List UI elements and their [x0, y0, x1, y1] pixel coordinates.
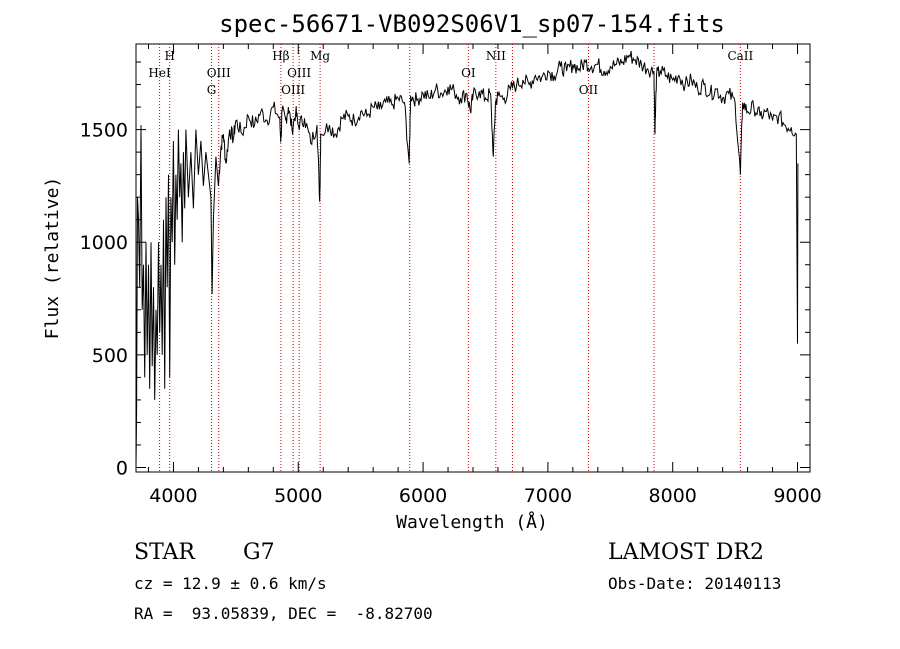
x-tick-label: 9000	[773, 485, 821, 507]
x-tick-label: 5000	[274, 485, 322, 507]
spectral-line-label: H	[164, 49, 174, 63]
coordinates: RA = 93.05839, DEC = -8.82700	[134, 604, 433, 623]
spectral-line-label: Mg	[310, 49, 330, 63]
spectral-line-label: OIII	[207, 66, 231, 80]
spectral-line-label: CaII	[727, 49, 753, 63]
y-tick-label: 1500	[80, 120, 128, 142]
chart-title: spec-56671-VB092S06V1_sp07-154.fits	[219, 10, 725, 38]
plot-frame	[135, 43, 811, 473]
y-tick-label: 1000	[80, 232, 128, 254]
spectral-line-label: HeI	[148, 66, 171, 80]
x-tick-label: 7000	[524, 485, 572, 507]
subclass: G7	[243, 540, 275, 565]
spectral-line-label: NII	[486, 49, 506, 63]
y-tick-label: 500	[92, 345, 128, 367]
x-tick-label: 4000	[149, 485, 197, 507]
survey-name: LAMOST DR2	[608, 540, 764, 565]
spectral-line-label: G	[207, 83, 217, 97]
axis-ticks: 4000 5000 6000 7000 8000 9000 0 500 1000 1500	[80, 44, 822, 507]
obs-date: Obs-Date: 20140113	[608, 574, 782, 593]
spectral-line-label: Hβ	[272, 49, 289, 63]
emission-lines: HeI H G OIII Hβ OIII OIII Mg OI NII OII CaII	[148, 44, 754, 472]
x-tick-label: 6000	[399, 485, 447, 507]
spectral-line-label: OIII	[287, 66, 311, 80]
y-tick-label: 0	[116, 457, 128, 479]
object-class: STAR	[134, 540, 195, 565]
x-tick-label: 8000	[649, 485, 697, 507]
spectrum-line	[135, 50, 799, 468]
spectral-line-label: OI	[461, 66, 476, 80]
spectrum-series	[135, 50, 799, 468]
x-axis-label: Wavelength (Å)	[396, 511, 548, 533]
spectral-line-label: OII	[579, 83, 599, 97]
y-axis-label: Flux (relative)	[42, 177, 63, 340]
redshift: cz = 12.9 ± 0.6 km/s	[134, 574, 327, 593]
spectral-line-label: OIII	[281, 83, 305, 97]
